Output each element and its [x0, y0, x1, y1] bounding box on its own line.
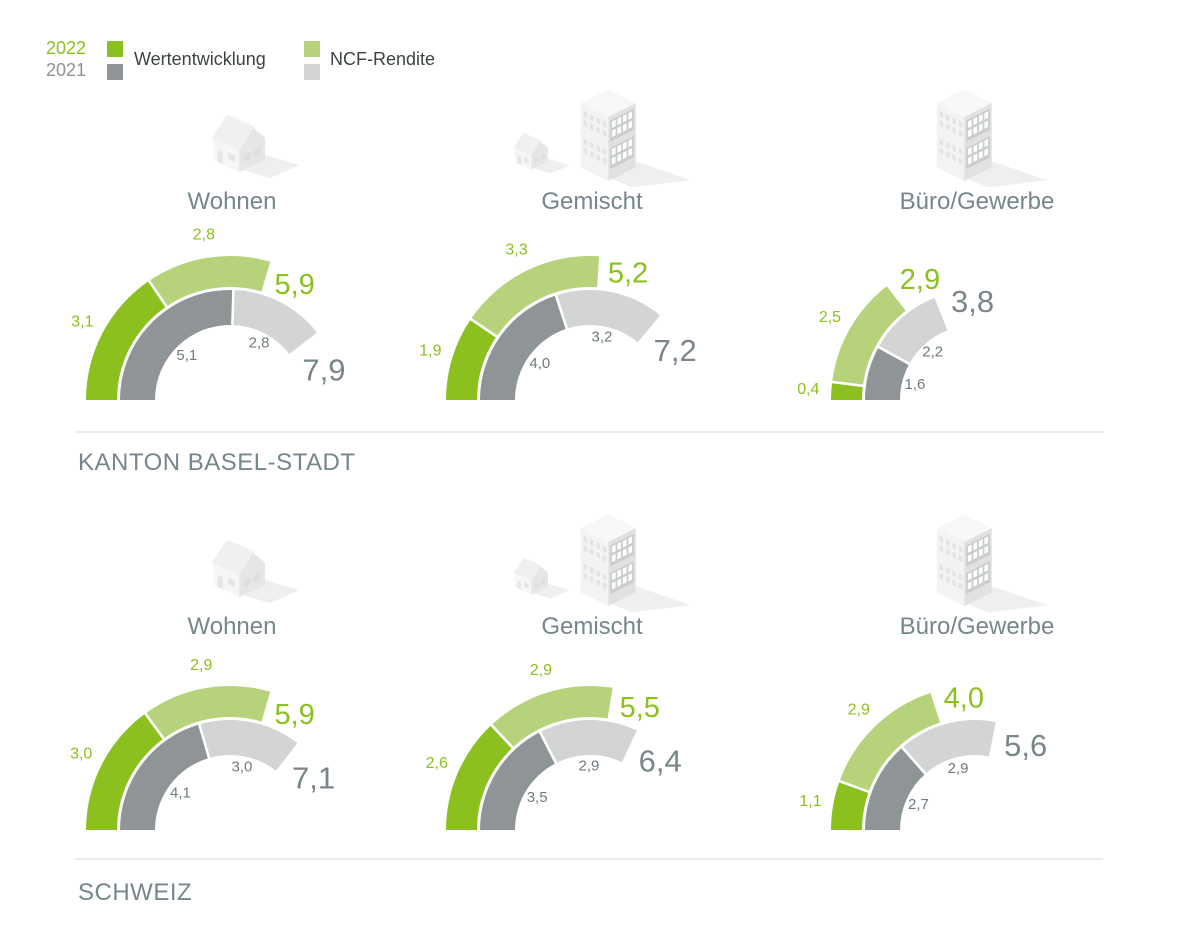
legend-swatch-wertentwicklung-2021 — [107, 64, 123, 80]
svg-text:3,5: 3,5 — [527, 789, 548, 806]
svg-text:2,8: 2,8 — [249, 334, 270, 351]
svg-text:5,6: 5,6 — [1004, 728, 1047, 763]
svg-text:2,9: 2,9 — [848, 702, 870, 719]
gauge-title-buero-gewerbe: Büro/Gewerbe — [899, 613, 1055, 640]
gauge-title-wohnen: Wohnen — [187, 613, 277, 640]
building-icon — [936, 514, 1047, 613]
svg-text:3,0: 3,0 — [70, 746, 92, 763]
svg-text:4,0: 4,0 — [529, 355, 550, 372]
svg-text:2,6: 2,6 — [426, 755, 448, 772]
gauge-title-buero-gewerbe: Büro/Gewerbe — [899, 188, 1055, 215]
building-icon — [580, 89, 691, 188]
svg-text:5,2: 5,2 — [608, 258, 648, 290]
svg-text:5,1: 5,1 — [176, 347, 197, 364]
gauge-title-gemischt: Gemischt — [541, 613, 643, 640]
house-icon — [211, 539, 300, 604]
building-icon — [580, 514, 691, 613]
svg-text:3,0: 3,0 — [232, 759, 253, 776]
svg-text:7,1: 7,1 — [292, 760, 335, 795]
gauge-title-wohnen: Wohnen — [187, 188, 277, 215]
legend-swatch-wertentwicklung-2022 — [107, 41, 123, 57]
svg-text:2,5: 2,5 — [819, 309, 841, 326]
legend: 2022 2021 Wertentwicklung NCF-Rendite — [0, 0, 1190, 90]
gauge-schweiz-wohnen: 3,0 2,9 4,1 3,0 5,9 7,1 — [52, 625, 412, 853]
svg-text:3,3: 3,3 — [505, 242, 527, 259]
svg-text:1,6: 1,6 — [905, 376, 926, 393]
section-label-kanton-basel-stadt: KANTON BASEL-STADT — [78, 449, 356, 476]
gauge-basel-gemischt: 1,9 3,3 4,0 3,2 5,2 7,2 — [412, 195, 772, 423]
gauge-schweiz-buero-gewerbe: 1,1 2,9 2,7 2,9 4,0 5,6 — [797, 625, 1157, 853]
legend-label-ncf-rendite: NCF-Rendite — [330, 49, 436, 69]
svg-text:5,9: 5,9 — [274, 699, 314, 731]
svg-text:3,1: 3,1 — [71, 313, 93, 330]
svg-text:3,2: 3,2 — [592, 329, 613, 346]
svg-text:2,9: 2,9 — [579, 758, 600, 775]
svg-text:7,2: 7,2 — [654, 333, 697, 368]
gauge-basel-buero-gewerbe: 0,4 2,5 1,6 2,2 2,9 3,8 — [797, 195, 1157, 423]
svg-text:4,0: 4,0 — [944, 683, 984, 715]
svg-text:5,9: 5,9 — [274, 269, 314, 301]
svg-text:3,8: 3,8 — [951, 284, 994, 319]
svg-text:2,8: 2,8 — [193, 227, 215, 244]
legend-year-2022: 2022 — [46, 38, 87, 58]
svg-text:2,9: 2,9 — [900, 264, 940, 296]
legend-label-wertentwicklung: Wertentwicklung — [134, 49, 266, 69]
svg-text:6,4: 6,4 — [639, 743, 682, 778]
svg-text:1,1: 1,1 — [799, 793, 821, 810]
section-divider — [75, 858, 1103, 860]
house-icon — [211, 114, 300, 179]
gauge-title-gemischt: Gemischt — [541, 188, 643, 215]
legend-year-2021: 2021 — [46, 60, 87, 80]
svg-text:4,1: 4,1 — [170, 784, 191, 801]
svg-text:1,9: 1,9 — [419, 342, 441, 359]
legend-swatch-ncf-2021 — [304, 64, 320, 80]
svg-text:7,9: 7,9 — [302, 353, 345, 388]
svg-text:2,7: 2,7 — [908, 796, 929, 813]
svg-text:2,9: 2,9 — [190, 657, 212, 674]
legend-swatch-ncf-2022 — [304, 41, 320, 57]
svg-text:2,9: 2,9 — [948, 760, 969, 777]
svg-text:5,5: 5,5 — [620, 692, 660, 724]
building-icon — [936, 89, 1047, 188]
gauge-basel-wohnen: 3,1 2,8 5,1 2,8 5,9 7,9 — [52, 195, 412, 423]
svg-text:2,2: 2,2 — [922, 343, 943, 360]
section-divider — [75, 431, 1103, 433]
svg-text:2,9: 2,9 — [530, 662, 552, 679]
svg-text:0,4: 0,4 — [797, 381, 819, 398]
section-label-schweiz: SCHWEIZ — [78, 879, 193, 906]
gauge-schweiz-gemischt: 2,6 2,9 3,5 2,9 5,5 6,4 — [412, 625, 772, 853]
